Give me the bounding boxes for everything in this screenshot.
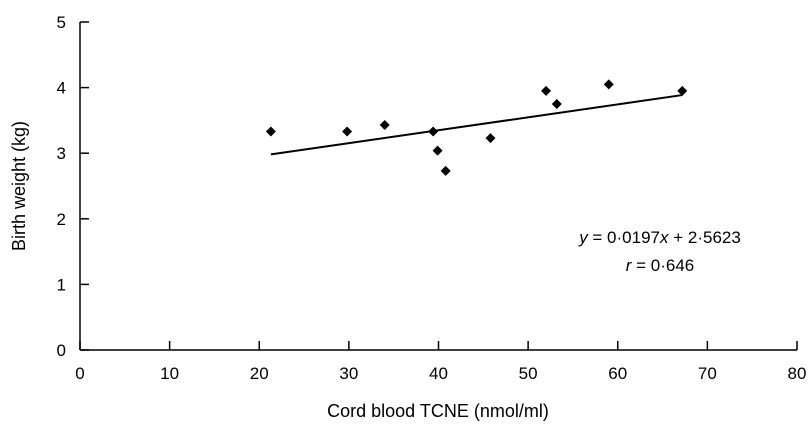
y-ticks: 0 1 2 3 4 5 <box>57 13 89 360</box>
x-tick-label: 80 <box>788 364 807 383</box>
y-axis-title: Birth weight (kg) <box>9 121 29 251</box>
x-tick-label: 10 <box>160 364 179 383</box>
x-axis-title: Cord blood TCNE (nmol/ml) <box>327 401 549 421</box>
data-point <box>485 133 496 144</box>
y-tick-label: 5 <box>57 13 66 32</box>
correlation-coefficient: r = 0·646 <box>626 256 695 275</box>
data-point <box>379 119 390 130</box>
x-tick-label: 60 <box>608 364 627 383</box>
data-points <box>265 79 688 176</box>
data-point <box>342 126 353 137</box>
regression-equation: y = 0·0197x + 2·5623 <box>578 228 741 247</box>
data-point <box>440 165 451 176</box>
data-point <box>603 79 614 90</box>
y-tick-label: 0 <box>57 341 66 360</box>
x-tick-label: 30 <box>339 364 358 383</box>
data-point <box>541 85 552 96</box>
data-point <box>677 85 688 96</box>
data-point <box>432 145 443 156</box>
y-tick-label: 3 <box>57 144 66 163</box>
y-tick-label: 1 <box>57 275 66 294</box>
axes <box>79 22 797 351</box>
x-ticks: 0 10 20 30 40 50 60 70 80 <box>75 341 806 383</box>
x-tick-label: 50 <box>519 364 538 383</box>
data-point <box>428 126 439 137</box>
x-tick-label: 70 <box>698 364 717 383</box>
regression-line <box>270 94 683 156</box>
y-tick-label: 4 <box>57 79 66 98</box>
x-tick-label: 0 <box>75 364 84 383</box>
y-tick-label: 2 <box>57 210 66 229</box>
x-tick-label: 40 <box>429 364 448 383</box>
data-point <box>265 126 276 137</box>
x-tick-label: 20 <box>250 364 269 383</box>
data-point <box>551 99 562 109</box>
